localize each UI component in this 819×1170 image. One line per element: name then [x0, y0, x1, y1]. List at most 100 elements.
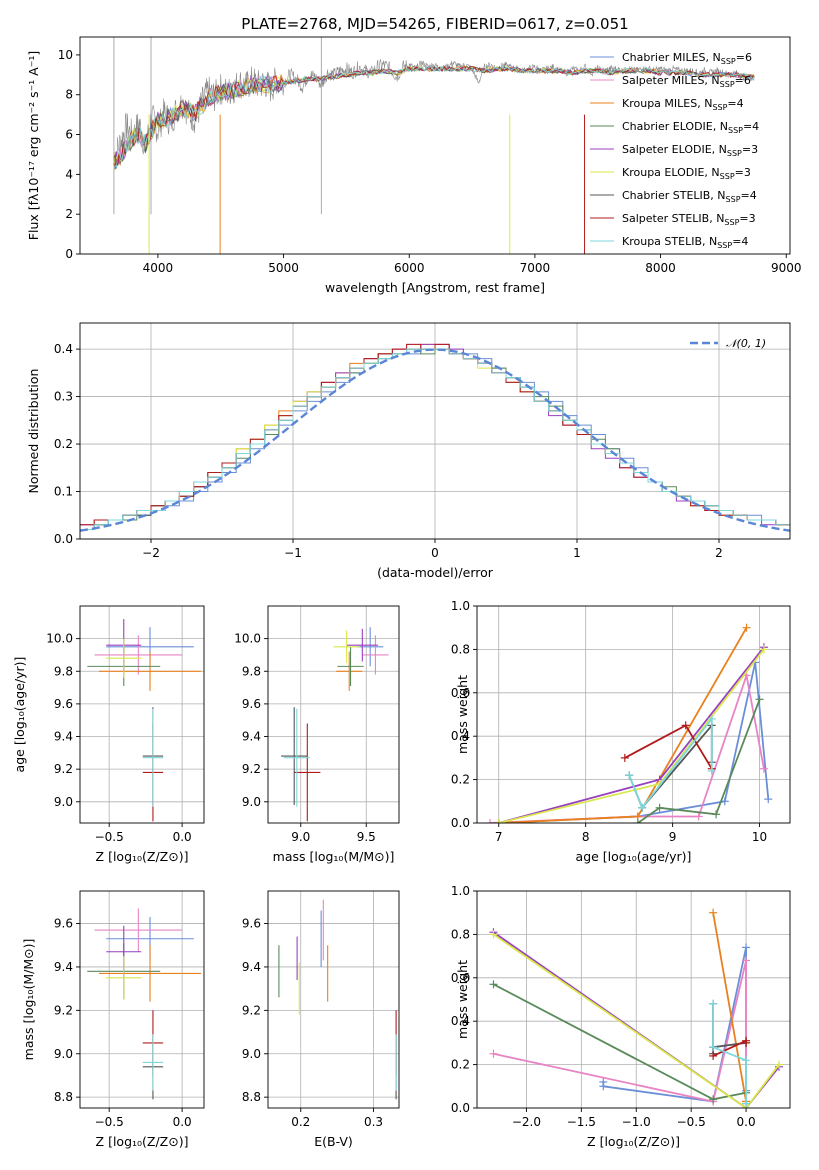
legend-text: Chabrier MILES, N	[622, 51, 721, 64]
x-tick-label: 9.5	[357, 830, 376, 844]
legend-value: =4	[727, 97, 743, 110]
y-tick-label: 4	[65, 167, 73, 181]
legend-text: Chabrier ELODIE, N	[622, 120, 728, 133]
axes-frame: 4000 5000 6000 7000 8000 9000 0 2 4 6 8 10	[58, 36, 802, 275]
axes-frame: 7 8 9 10 0.0 0.2 0.4 0.6 0.8 1.0	[451, 599, 791, 844]
errorbar-chabrier-miles	[357, 627, 384, 667]
x-tick-label: −1.0	[622, 1115, 651, 1129]
x-axis-label: Z [log₁₀(Z/Z⊙)]	[96, 849, 189, 864]
plot-area	[80, 606, 204, 823]
plot-marks	[80, 343, 790, 532]
y-axis-label: age [log₁₀(age/yr)]	[12, 657, 27, 773]
y-tick-label: 9.6	[54, 917, 73, 931]
x-tick-label: 5000	[268, 261, 299, 275]
y-tick-label: 9.2	[242, 762, 261, 776]
errorbar-salpeter-miles	[94, 908, 183, 952]
chart-panel-2: −2 −1 0 1 2 0.0 0.1 0.2 0.3 0.4 (data-model)/error…	[26, 322, 791, 580]
chart-panel-7: 0.2 0.3 8.8 9.0 9.2 9.4 9.6 E(B-V)	[242, 890, 400, 1149]
legend-value: =4	[732, 235, 748, 248]
y-axis-label: mass [log₁₀(M/M⊙)]	[21, 939, 36, 1061]
x-tick-label: 7	[495, 830, 503, 844]
y-tick-label: 1.0	[451, 599, 470, 613]
legend-subscript: SSP	[712, 103, 727, 112]
legend-subscript: SSP	[726, 195, 741, 204]
y-tick-label: 2	[65, 207, 73, 221]
x-axis-label: mass [log₁₀(M/M⊙)]	[273, 849, 395, 864]
y-tick-label: 9.8	[54, 664, 73, 678]
y-tick-label: 9.0	[54, 1047, 73, 1061]
x-tick-label: −0.5	[677, 1115, 706, 1129]
y-tick-label: 0.0	[451, 1101, 470, 1115]
plot-area	[268, 606, 399, 823]
legend-value: =3	[739, 212, 755, 225]
axes-frame: −2 −1 0 1 2 0.0 0.1 0.2 0.3 0.4	[54, 322, 791, 560]
x-axis-label: wavelength [Angstrom, rest frame]	[325, 280, 545, 295]
plot-marks	[113, 37, 755, 254]
y-axis-label: mass weight	[455, 675, 470, 754]
weight-line-kroupa-stelib	[709, 999, 751, 1108]
y-tick-label: 10.0	[46, 632, 73, 646]
legend-entry: Chabrier STELIB, NSSP=4	[622, 189, 757, 204]
x-tick-label: 6000	[394, 261, 425, 275]
legend-entry: Salpeter ELODIE, NSSP=3	[622, 143, 758, 158]
x-tick-label: 10	[752, 830, 767, 844]
y-tick-label: 9.0	[54, 795, 73, 809]
axes-frame: −0.5 0.0 9.0 9.2 9.4 9.6 9.8 10.0	[46, 605, 205, 844]
legend-text: Chabrier STELIB, N	[622, 189, 726, 202]
chart-panel-4: 9.0 9.5 9.0 9.2 9.4 9.6 9.8 10.0 mass [log₁₀(M/M…	[234, 605, 400, 864]
y-tick-label: 0.4	[54, 342, 73, 356]
legend-text: Salpeter STELIB, N	[622, 212, 724, 225]
errorbar-kroupa-miles	[98, 945, 202, 1002]
y-tick-label: 0	[65, 247, 73, 261]
plot-area	[80, 891, 204, 1108]
errorbar-kroupa-elodie	[333, 630, 360, 664]
legend-subscript: SSP	[717, 241, 732, 250]
y-tick-label: 6	[65, 128, 73, 142]
chart-panel-6: −0.5 0.0 8.8 9.0 9.2 9.4 9.6 Z [log₁₀(Z/Z⊙)] mas…	[21, 890, 205, 1149]
chart-panel-3: −0.5 0.0 9.0 9.2 9.4 9.6 9.8 10.0 Z [log₁₀(Z/Z⊙)…	[12, 605, 205, 864]
axes-frame: −2.0 −1.5 −1.0 −0.5 0.0 0.0 0.2 0.4 0.6 0.8 1.0	[451, 884, 791, 1129]
x-tick-label: 0.3	[364, 1115, 383, 1129]
x-axis-label: age [log₁₀(age/yr)]	[576, 849, 692, 864]
y-tick-label: 0.2	[451, 1058, 470, 1072]
x-tick-label: −0.5	[95, 830, 124, 844]
errorbar-kroupa-miles	[336, 651, 363, 691]
errorbar-kroupa-stelib	[142, 1034, 164, 1091]
legend-subscript: SSP	[721, 57, 736, 66]
plot-marks	[489, 908, 784, 1108]
y-axis-label: Flux [fλ10⁻¹⁷ erg cm⁻² s⁻¹ A⁻¹]	[26, 51, 41, 240]
legend-entry: Salpeter STELIB, NSSP=3	[622, 212, 756, 227]
errorbar-kroupa-elodie	[106, 956, 142, 1000]
legend-text: Salpeter ELODIE, N	[622, 143, 727, 156]
x-tick-label: 9000	[771, 261, 802, 275]
y-tick-label: 1.0	[451, 884, 470, 898]
axes-frame: 0.2 0.3 8.8 9.0 9.2 9.4 9.6	[242, 890, 400, 1129]
figure-title: PLATE=2768, MJD=54265, FIBERID=0617, z=0…	[241, 15, 628, 33]
plot-marks	[87, 619, 202, 822]
axes-frame: 9.0 9.5 9.0 9.2 9.4 9.6 9.8 10.0	[234, 605, 400, 844]
y-tick-label: 8.8	[54, 1090, 73, 1104]
y-tick-label: 9.4	[54, 730, 73, 744]
y-axis-label: mass weight	[455, 960, 470, 1039]
y-tick-label: 9.2	[242, 1003, 261, 1017]
legend-value: =6	[736, 51, 752, 64]
x-tick-label: 8	[582, 830, 590, 844]
x-tick-label: 0.2	[291, 1115, 310, 1129]
weight-line-kroupa-stelib	[625, 714, 716, 812]
y-tick-label: 9.2	[54, 762, 73, 776]
y-tick-label: 9.6	[242, 697, 261, 711]
x-tick-label: 9.0	[291, 830, 310, 844]
y-tick-label: 9.8	[242, 664, 261, 678]
errorbar-kroupa-elodie	[106, 638, 142, 678]
legend-text: Kroupa MILES, N	[622, 97, 712, 110]
y-tick-label: 0.0	[54, 532, 73, 546]
legend-value: =4	[743, 120, 759, 133]
y-tick-label: 0.4	[451, 1014, 470, 1028]
x-tick-label: 0	[431, 546, 439, 560]
y-tick-label: 9.4	[54, 960, 73, 974]
x-tick-label: 1	[573, 546, 581, 560]
x-tick-label: 0.0	[173, 830, 192, 844]
x-axis-label: Z [log₁₀(Z/Z⊙)]	[96, 1134, 189, 1149]
